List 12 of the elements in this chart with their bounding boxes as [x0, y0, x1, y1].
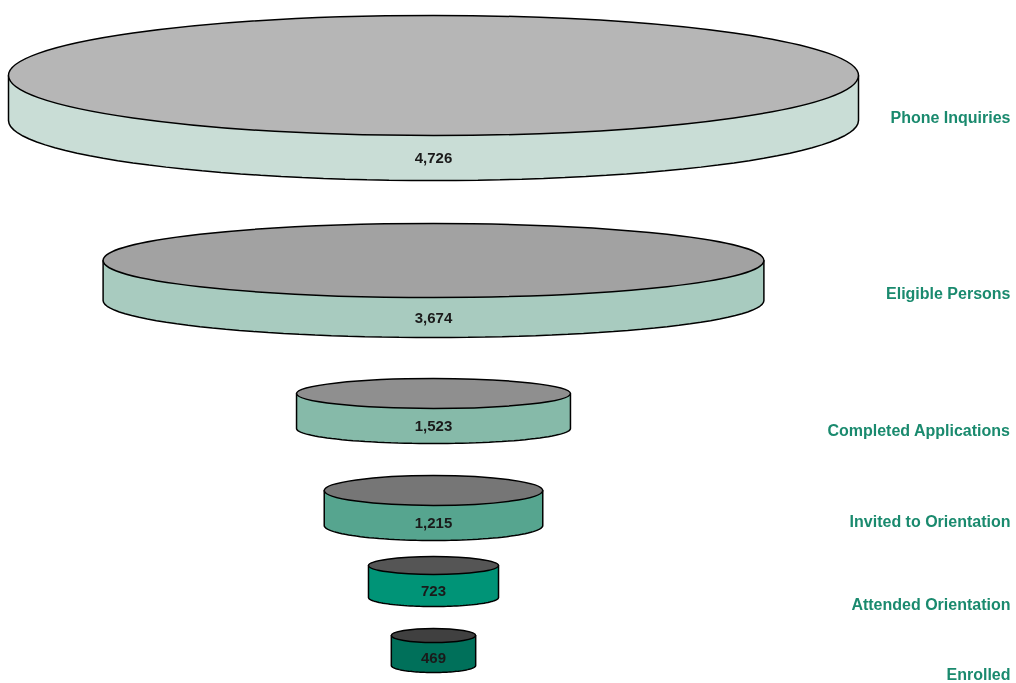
category-label: Invited to Orientation	[849, 513, 1011, 530]
data-label: 1,215	[414, 514, 453, 531]
data-label: 4,726	[414, 149, 453, 166]
data-label: 469	[420, 648, 447, 666]
data-label: 723	[420, 581, 447, 599]
category-label: Enrolled	[946, 666, 1011, 683]
data-label: 3,674	[414, 308, 453, 326]
category-label: Attended Orientation	[851, 596, 1011, 613]
data-label: 1,523	[414, 417, 453, 434]
category-label: Completed Applications	[827, 422, 1011, 439]
category-label: Eligible Persons	[886, 285, 1011, 302]
category-label: Phone Inquiries	[890, 109, 1011, 126]
